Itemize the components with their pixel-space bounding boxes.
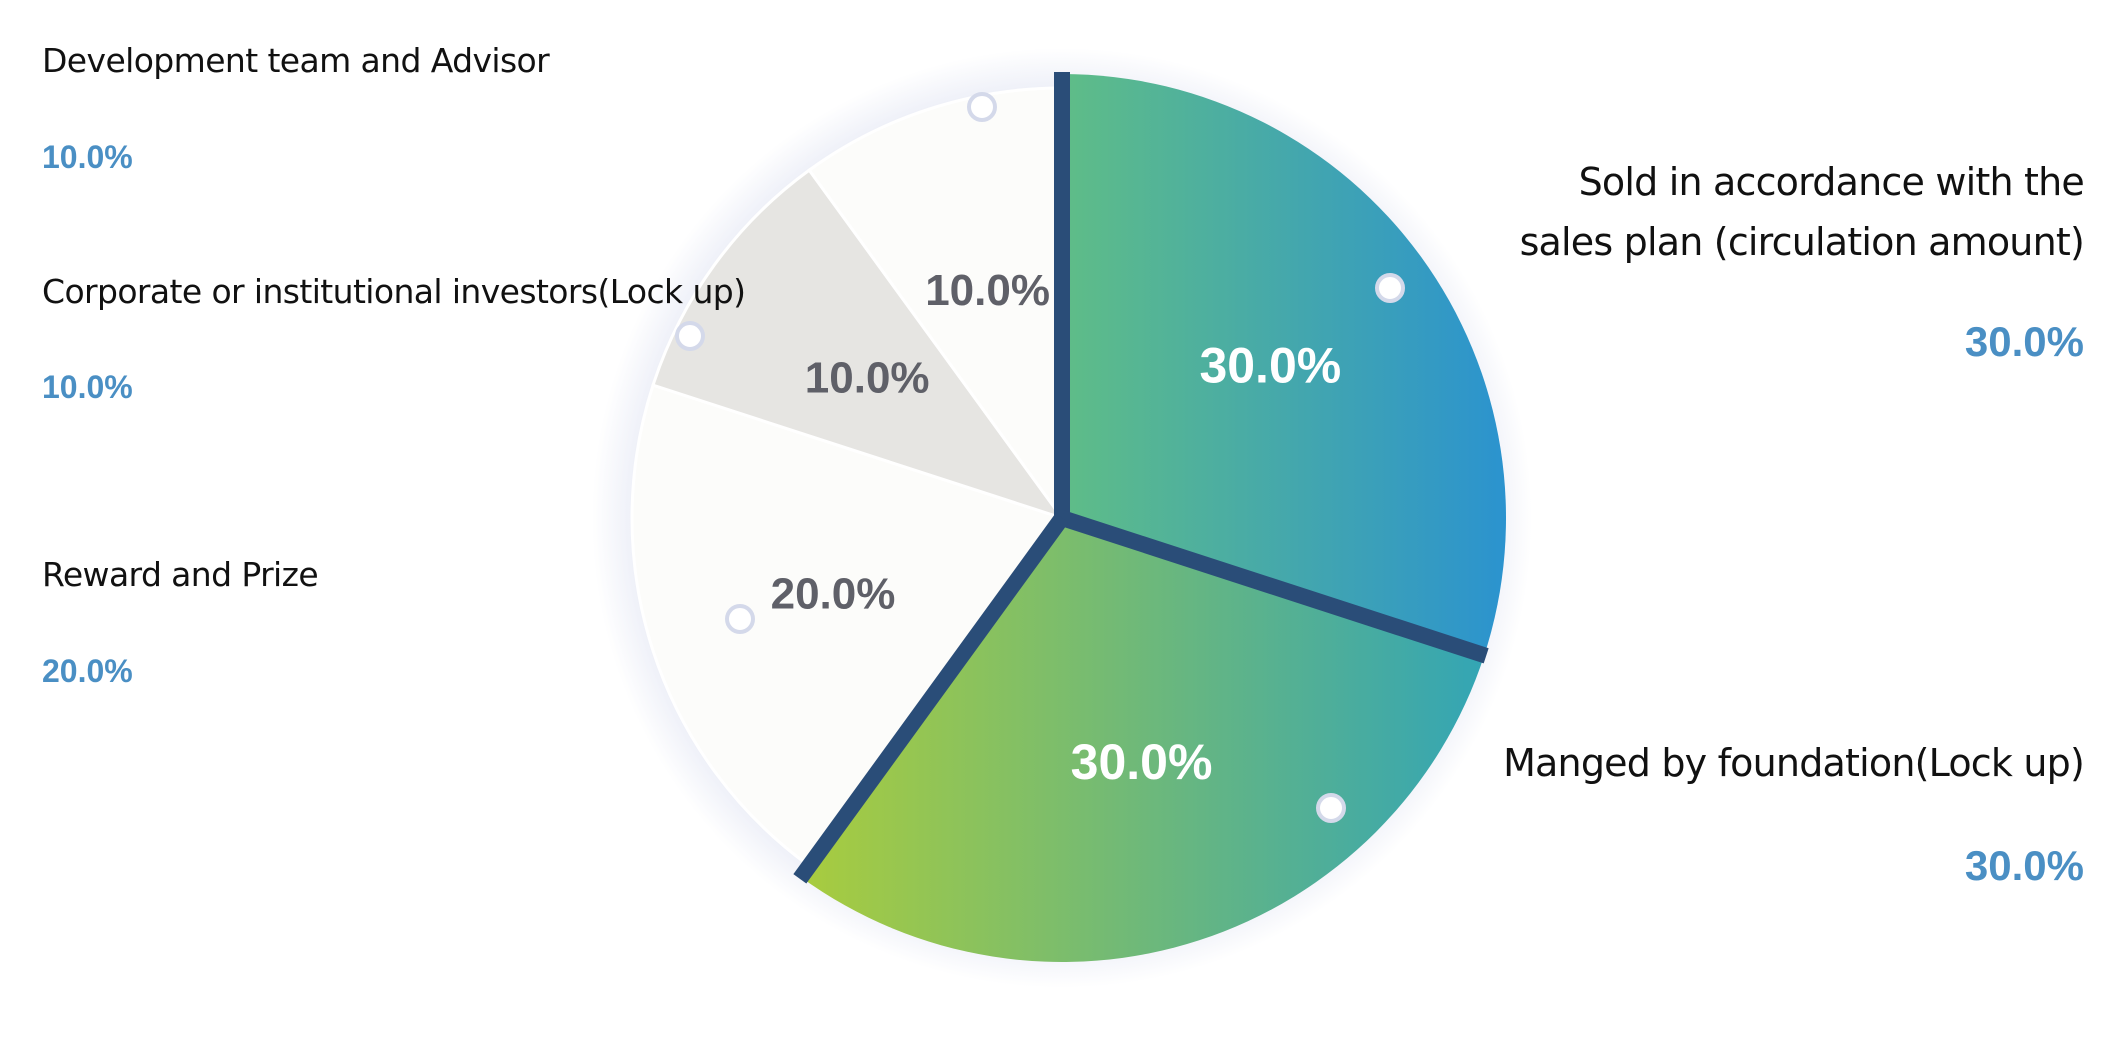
leader-dot-development — [967, 92, 997, 122]
slice-corporate-label: 10.0% — [805, 353, 930, 402]
leader-lines-layer — [40, 92, 2080, 823]
leader-dot-reward — [725, 604, 755, 634]
slice-development-label: 10.0% — [925, 266, 1050, 315]
legend-label-development: Development team and Advisor — [42, 41, 550, 80]
separators-layer — [793, 72, 1489, 884]
slice-managed — [801, 518, 1485, 962]
slice-labels-layer: 30.0% 30.0% 20.0% 10.0% 10.0% — [771, 266, 1342, 790]
slice-reward-label: 20.0% — [771, 569, 896, 618]
legend-value-reward: 20.0% — [42, 653, 133, 689]
separator-line-2 — [1059, 510, 1489, 664]
slice-corporate — [651, 168, 1066, 521]
legend-label-sold: Sold in accordance with the sales plan (… — [1519, 152, 2085, 272]
leader-dot-sold — [1375, 273, 1405, 303]
slice-sold-label: 30.0% — [1199, 338, 1341, 394]
legend-label-managed: Manged by foundation(Lock up) — [1503, 741, 2085, 785]
slice-managed-label: 30.0% — [1071, 734, 1213, 790]
legend-label-sold-line1: Sold in accordance with the — [1578, 160, 2085, 204]
legend-value-managed: 30.0% — [1964, 842, 2084, 889]
slices-layer — [630, 74, 1506, 962]
slice-sold — [1062, 74, 1506, 656]
leader-dot-corporate — [675, 321, 705, 351]
legend-label-corporate: Corporate or institutional investors(Loc… — [42, 272, 746, 311]
separator-line-3 — [793, 513, 1069, 884]
leader-dot-managed — [1316, 793, 1346, 823]
legend-label-sold-line2: sales plan (circulation amount) — [1519, 220, 2085, 264]
legend-label-reward: Reward and Prize — [42, 555, 319, 594]
legend-value-corporate: 10.0% — [42, 369, 133, 405]
legend-value-development: 10.0% — [42, 139, 133, 175]
slice-reward — [630, 383, 1065, 868]
legend-value-sold: 30.0% — [1964, 318, 2084, 365]
